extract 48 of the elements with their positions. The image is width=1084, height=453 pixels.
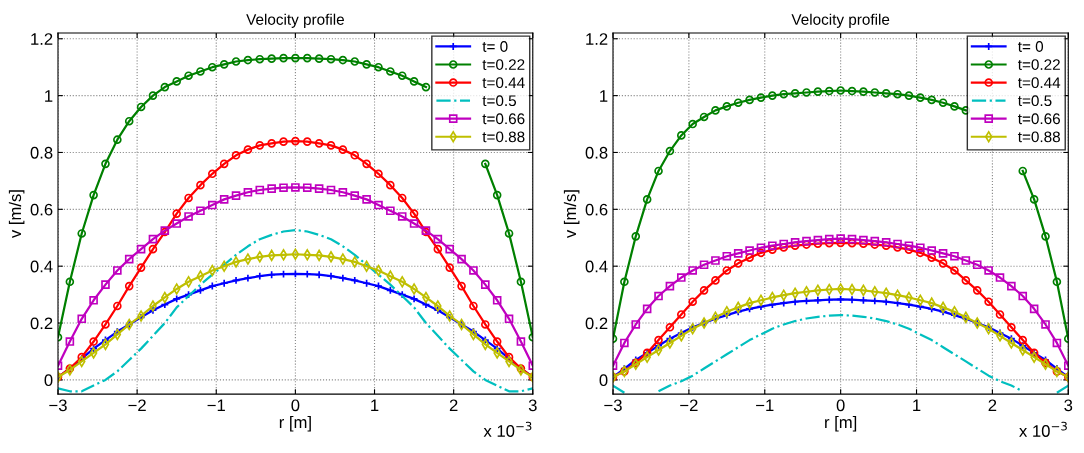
- legend-label: t=0.5: [482, 95, 517, 107]
- legend-label: t=0.66: [1017, 113, 1060, 125]
- x-tick-label: 0: [291, 399, 300, 412]
- x-tick-label: −2: [680, 399, 698, 412]
- legend-label: t=0.5: [1017, 95, 1052, 107]
- legend-label: t=0.44: [482, 77, 525, 89]
- text: x 10$^{−3}$: [1019, 421, 1067, 437]
- y-tick-label: 0.4: [585, 260, 608, 273]
- legend-label: t=0.66: [482, 113, 525, 125]
- legend-label: t=0.44: [1017, 77, 1061, 89]
- y-tick-label: 0.8: [30, 146, 53, 159]
- y-tick-label: 0.2: [585, 317, 608, 330]
- y-tick-label: 0.4: [30, 260, 53, 273]
- y-tick-label: 1.2: [586, 33, 608, 45]
- x-tick-label: −1: [756, 399, 774, 412]
- legend-label: t=0.22: [482, 59, 525, 70]
- text: x 10$^{−3}$: [483, 421, 532, 437]
- x-tick-label: 3: [1064, 399, 1073, 412]
- x-axis-title: r [m]: [279, 415, 311, 432]
- x-tick-label: 0: [836, 399, 845, 412]
- x-axis-title: r [m]: [825, 415, 857, 432]
- x-tick-label: 1: [913, 399, 921, 412]
- y-tick-label: 0.8: [585, 146, 608, 159]
- chart-title: Velocity profile: [246, 13, 344, 28]
- x-tick-label: −3: [49, 399, 67, 412]
- y-axis-title: v [m/s]: [8, 190, 25, 239]
- x-tick-label: −3: [604, 399, 622, 412]
- chart-title: Velocity profile: [791, 13, 890, 28]
- legend-label: t=0.88: [1017, 131, 1060, 143]
- y-tick-label: 1.2: [31, 33, 53, 45]
- y-tick-label: 0.6: [30, 203, 53, 216]
- y-tick-label: 0: [599, 374, 608, 387]
- legend-label: t= 0: [1017, 41, 1044, 52]
- y-tick-label: 0.6: [585, 203, 608, 216]
- legend-label: t= 0: [482, 41, 508, 52]
- x-tick-label: 2: [988, 399, 997, 412]
- y-axis-title: v [m/s]: [563, 190, 580, 239]
- x-tick-label: 1: [371, 399, 379, 412]
- y-tick-label: 1: [45, 90, 53, 102]
- y-tick-label: 0: [44, 374, 53, 387]
- x-tick-label: 3: [528, 399, 537, 412]
- x-tick-label: −2: [128, 399, 146, 412]
- y-tick-label: 0.2: [30, 317, 53, 330]
- legend-label: t=0.22: [1017, 59, 1060, 70]
- x-tick-label: −1: [207, 399, 225, 412]
- y-tick-label: 1: [600, 90, 608, 102]
- legend-label: t=0.88: [482, 131, 525, 143]
- x-tick-label: 2: [449, 399, 458, 412]
